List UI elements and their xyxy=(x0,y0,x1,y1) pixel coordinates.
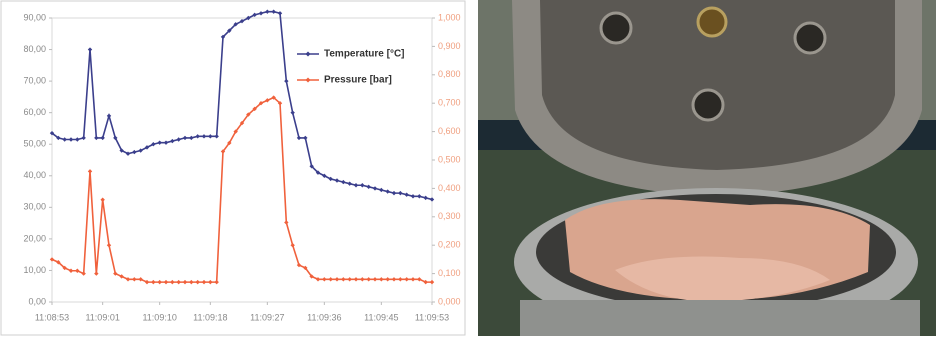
y2-tick-label: 0,900 xyxy=(438,41,461,51)
y2-tick-label: 0,600 xyxy=(438,126,461,136)
y2-tick-label: 0,200 xyxy=(438,240,461,250)
y2-tick-label: 0,400 xyxy=(438,183,461,193)
page: {"chart_data": { "type": "line", "catego… xyxy=(0,0,936,341)
y-tick-label: 50,00 xyxy=(23,139,46,149)
screenshot: 0,00 10,00 20,00 30,00 40,00 50,00 60,00 70,00 8… xyxy=(0,0,936,336)
x-tick-label: 11:09:53 xyxy=(415,312,449,322)
photo xyxy=(478,0,936,336)
lid-hole xyxy=(601,13,631,43)
x-tick-label: 11:09:10 xyxy=(142,312,176,322)
y2-tick-label: 0,000 xyxy=(438,296,461,306)
legend-label: Temperature [°C] xyxy=(324,49,405,60)
x-tick-label: 11:09:27 xyxy=(250,312,284,322)
y2-tick-label: 0,100 xyxy=(438,268,461,278)
y-tick-label: 80,00 xyxy=(23,44,46,54)
y-tick-label: 70,00 xyxy=(23,75,46,85)
x-tick-label: 11:09:01 xyxy=(85,312,119,322)
y2-tick-label: 1,000 xyxy=(438,12,461,22)
y-tick-label: 30,00 xyxy=(23,202,46,212)
y2-tick-label: 0,700 xyxy=(438,98,461,108)
lid-hole xyxy=(693,90,723,120)
y-tick-label: 40,00 xyxy=(23,170,46,180)
legend-label: Pressure [bar] xyxy=(324,75,392,86)
lid-hole xyxy=(795,23,825,53)
y-tick-label: 0,00 xyxy=(28,296,46,306)
y-tick-label: 10,00 xyxy=(23,265,46,275)
lid-hole xyxy=(698,8,726,36)
y2-tick-label: 0,500 xyxy=(438,154,461,164)
x-tick-label: 11:09:45 xyxy=(364,312,398,322)
x-tick-label: 11:09:18 xyxy=(193,312,227,322)
x-tick-label: 11:08:53 xyxy=(35,312,69,322)
y-tick-label: 90,00 xyxy=(23,12,46,22)
vessel-base xyxy=(520,300,920,336)
y2-tick-label: 0,300 xyxy=(438,211,461,221)
y-tick-label: 60,00 xyxy=(23,107,46,117)
y2-tick-label: 0,800 xyxy=(438,69,461,79)
y-tick-label: 20,00 xyxy=(23,233,46,243)
x-tick-label: 11:09:36 xyxy=(307,312,341,322)
